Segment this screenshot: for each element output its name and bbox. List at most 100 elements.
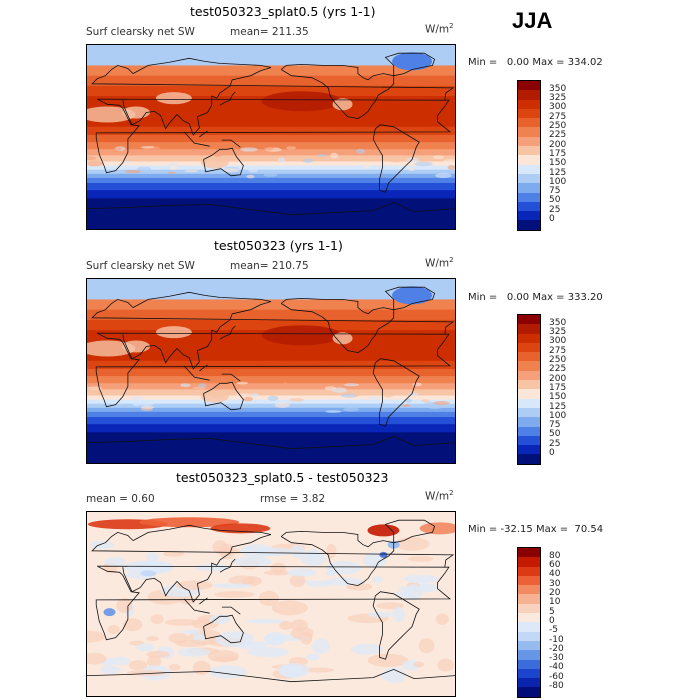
field-patch bbox=[408, 167, 416, 172]
panel-1-field-label: Surf clearsky net SW bbox=[86, 26, 195, 38]
coastline bbox=[132, 291, 272, 308]
colorbar-tick-label: 350 bbox=[549, 317, 567, 328]
field-patch bbox=[116, 597, 133, 613]
panel-2-field-label: Surf clearsky net SW bbox=[86, 260, 195, 272]
field-land-region bbox=[332, 332, 353, 345]
field-band bbox=[87, 319, 455, 331]
colorbar-swatch bbox=[518, 426, 540, 436]
coastline bbox=[280, 63, 395, 120]
field-band bbox=[87, 411, 455, 418]
field-patch bbox=[287, 568, 317, 577]
field-patch bbox=[302, 158, 314, 163]
field-patch bbox=[113, 147, 122, 151]
colorbar-tick-label: 225 bbox=[549, 130, 567, 141]
field-band bbox=[87, 407, 455, 413]
colorbar-tick-label: 25 bbox=[549, 438, 561, 449]
field-patch bbox=[175, 639, 208, 648]
coastline bbox=[87, 668, 455, 683]
colorbar-tick-label: -10 bbox=[549, 634, 564, 645]
field-patch bbox=[326, 569, 337, 577]
field-band bbox=[87, 161, 455, 167]
field-patch bbox=[87, 386, 103, 390]
field-patch bbox=[242, 575, 262, 587]
colorbar-swatch bbox=[518, 90, 540, 100]
colorbar-tick-label: 10 bbox=[549, 597, 561, 608]
colorbar-swatch bbox=[518, 548, 540, 558]
field-band bbox=[87, 134, 455, 143]
coastline bbox=[91, 64, 455, 101]
field-land-region bbox=[200, 156, 229, 169]
field-patch bbox=[290, 545, 306, 558]
field-patch bbox=[168, 664, 181, 671]
field-patch bbox=[274, 402, 290, 408]
field-anomaly bbox=[367, 524, 400, 537]
colorbar-tick-label: -60 bbox=[549, 671, 564, 682]
field-patch bbox=[263, 570, 293, 576]
field-patch bbox=[223, 168, 239, 173]
panel-1-colorbar bbox=[517, 80, 541, 231]
field-band bbox=[87, 190, 455, 199]
field-patch bbox=[164, 618, 201, 626]
panel-3-mean-label: mean = 0.60 bbox=[86, 493, 155, 505]
coastline bbox=[203, 614, 244, 644]
field-patch bbox=[362, 165, 371, 169]
field-band bbox=[87, 198, 455, 229]
field-band bbox=[87, 65, 455, 77]
field-band bbox=[87, 85, 455, 97]
field-band bbox=[87, 399, 455, 405]
field-patch bbox=[403, 584, 423, 601]
coastline bbox=[203, 147, 244, 177]
field-patch bbox=[179, 596, 196, 605]
colorbar-swatch bbox=[518, 173, 540, 184]
panel-1-title: test050323_splat0.5 (yrs 1-1) bbox=[190, 4, 376, 19]
field-band bbox=[87, 403, 455, 409]
field-patch bbox=[89, 540, 114, 550]
field-patch bbox=[195, 563, 230, 572]
field-patch bbox=[264, 146, 274, 151]
colorbar-swatch bbox=[518, 352, 540, 362]
colorbar-tick-label: 60 bbox=[549, 560, 561, 571]
field-patch bbox=[381, 667, 407, 683]
field-band bbox=[87, 309, 455, 321]
colorbar-tick-label: 25 bbox=[549, 204, 561, 215]
field-patch bbox=[383, 394, 393, 398]
coastline bbox=[219, 91, 236, 106]
field-patch bbox=[214, 591, 255, 598]
colorbar-swatch bbox=[518, 435, 540, 446]
field-patch bbox=[341, 393, 358, 398]
colorbar-swatch bbox=[518, 211, 540, 221]
colorbar-swatch bbox=[518, 640, 540, 651]
field-patch bbox=[258, 590, 280, 607]
coastline bbox=[221, 139, 241, 148]
colorbar-swatch bbox=[518, 146, 540, 156]
coastline bbox=[95, 98, 452, 174]
field-patch bbox=[263, 173, 278, 177]
colorbar-tick-label: 100 bbox=[549, 176, 567, 187]
field-maximum-region bbox=[261, 91, 342, 112]
field-patch bbox=[432, 155, 445, 160]
colorbar-swatch bbox=[518, 333, 540, 343]
field-patch bbox=[306, 653, 320, 661]
field-patch bbox=[404, 398, 413, 403]
field-patch bbox=[87, 161, 103, 167]
colorbar-tick-label: 50 bbox=[549, 195, 561, 206]
field-patch bbox=[447, 165, 455, 170]
colorbar-swatch bbox=[518, 183, 540, 193]
field-band bbox=[87, 183, 455, 191]
colorbar-tick-label: 275 bbox=[549, 345, 567, 356]
field-patch bbox=[232, 556, 272, 567]
colorbar-swatch bbox=[518, 398, 540, 408]
colorbar-tick-label: 125 bbox=[549, 401, 567, 412]
colorbar-tick-label: -20 bbox=[549, 643, 564, 654]
colorbar-tick-label: 0 bbox=[549, 615, 555, 626]
colorbar-tick-label: 5 bbox=[549, 606, 555, 617]
panel-3-title: test050323_splat0.5 - test050323 bbox=[176, 470, 389, 485]
field-patch bbox=[169, 165, 178, 170]
field-patch bbox=[306, 549, 320, 559]
coastline bbox=[219, 325, 236, 340]
field-patch bbox=[271, 600, 308, 616]
colorbar-swatch bbox=[518, 342, 540, 353]
field-band bbox=[87, 424, 455, 433]
colorbar-tick-label: 0 bbox=[549, 448, 555, 458]
colorbar-swatch bbox=[518, 622, 540, 632]
